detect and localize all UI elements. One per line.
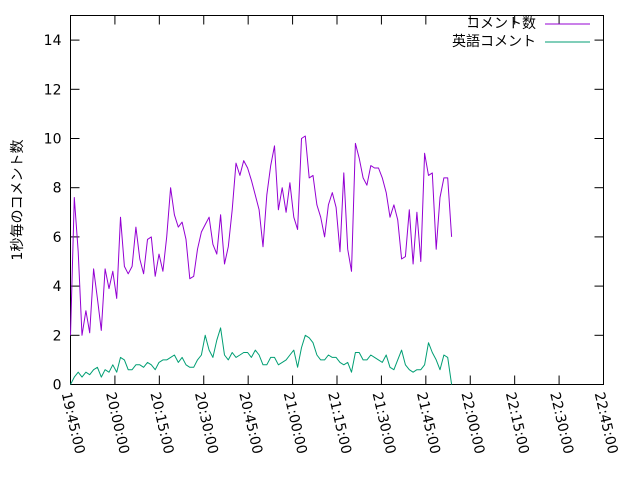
x-tick-label-1: 20:00:00 [102, 391, 132, 456]
x-tick-label-0: 19:45:00 [58, 391, 88, 456]
x-tick-label-11: 22:30:00 [546, 391, 576, 456]
series-line-1 [70, 327, 453, 385]
x-tick-label-5: 21:00:00 [280, 391, 310, 456]
x-tick-label-9: 22:00:00 [457, 391, 487, 456]
y-tick-label-6: 12 [44, 82, 62, 98]
series-line-0 [70, 135, 453, 336]
x-tick-label-2: 20:15:00 [147, 391, 177, 456]
x-tick-label-12: 22:45:00 [591, 391, 621, 456]
y-axis-label: 1秒毎のコメント数 [10, 140, 26, 261]
x-tick-labels: 19:45:00 20:00:00 20:15:00 20:30:00 20:45:00… [58, 391, 621, 456]
series-lines [70, 135, 453, 385]
y-tick-label-0: 0 [53, 378, 62, 394]
legend-label-english: 英語コメント [452, 33, 536, 50]
axis-ticks [70, 15, 604, 385]
x-tick-label-6: 21:15:00 [324, 391, 354, 456]
y-tick-label-4: 8 [53, 181, 62, 197]
y-tick-label-2: 4 [53, 279, 62, 295]
plot-frame [70, 15, 604, 385]
legend-label-comments: コメント数 [466, 16, 536, 32]
y-tick-label-7: 14 [44, 33, 62, 49]
legend: コメント数 英語コメント [452, 16, 590, 50]
x-tick-label-8: 21:45:00 [413, 391, 443, 456]
y-tick-labels: 0 2 4 6 8 10 12 14 [44, 33, 62, 393]
x-tick-label-10: 22:15:00 [502, 391, 532, 456]
x-tick-label-3: 20:30:00 [191, 391, 221, 456]
y-tick-label-5: 10 [44, 132, 62, 148]
x-tick-label-4: 20:45:00 [235, 391, 265, 456]
x-tick-label-7: 21:30:00 [369, 391, 399, 456]
y-tick-label-1: 2 [53, 328, 62, 344]
y-tick-label-3: 6 [53, 230, 62, 246]
